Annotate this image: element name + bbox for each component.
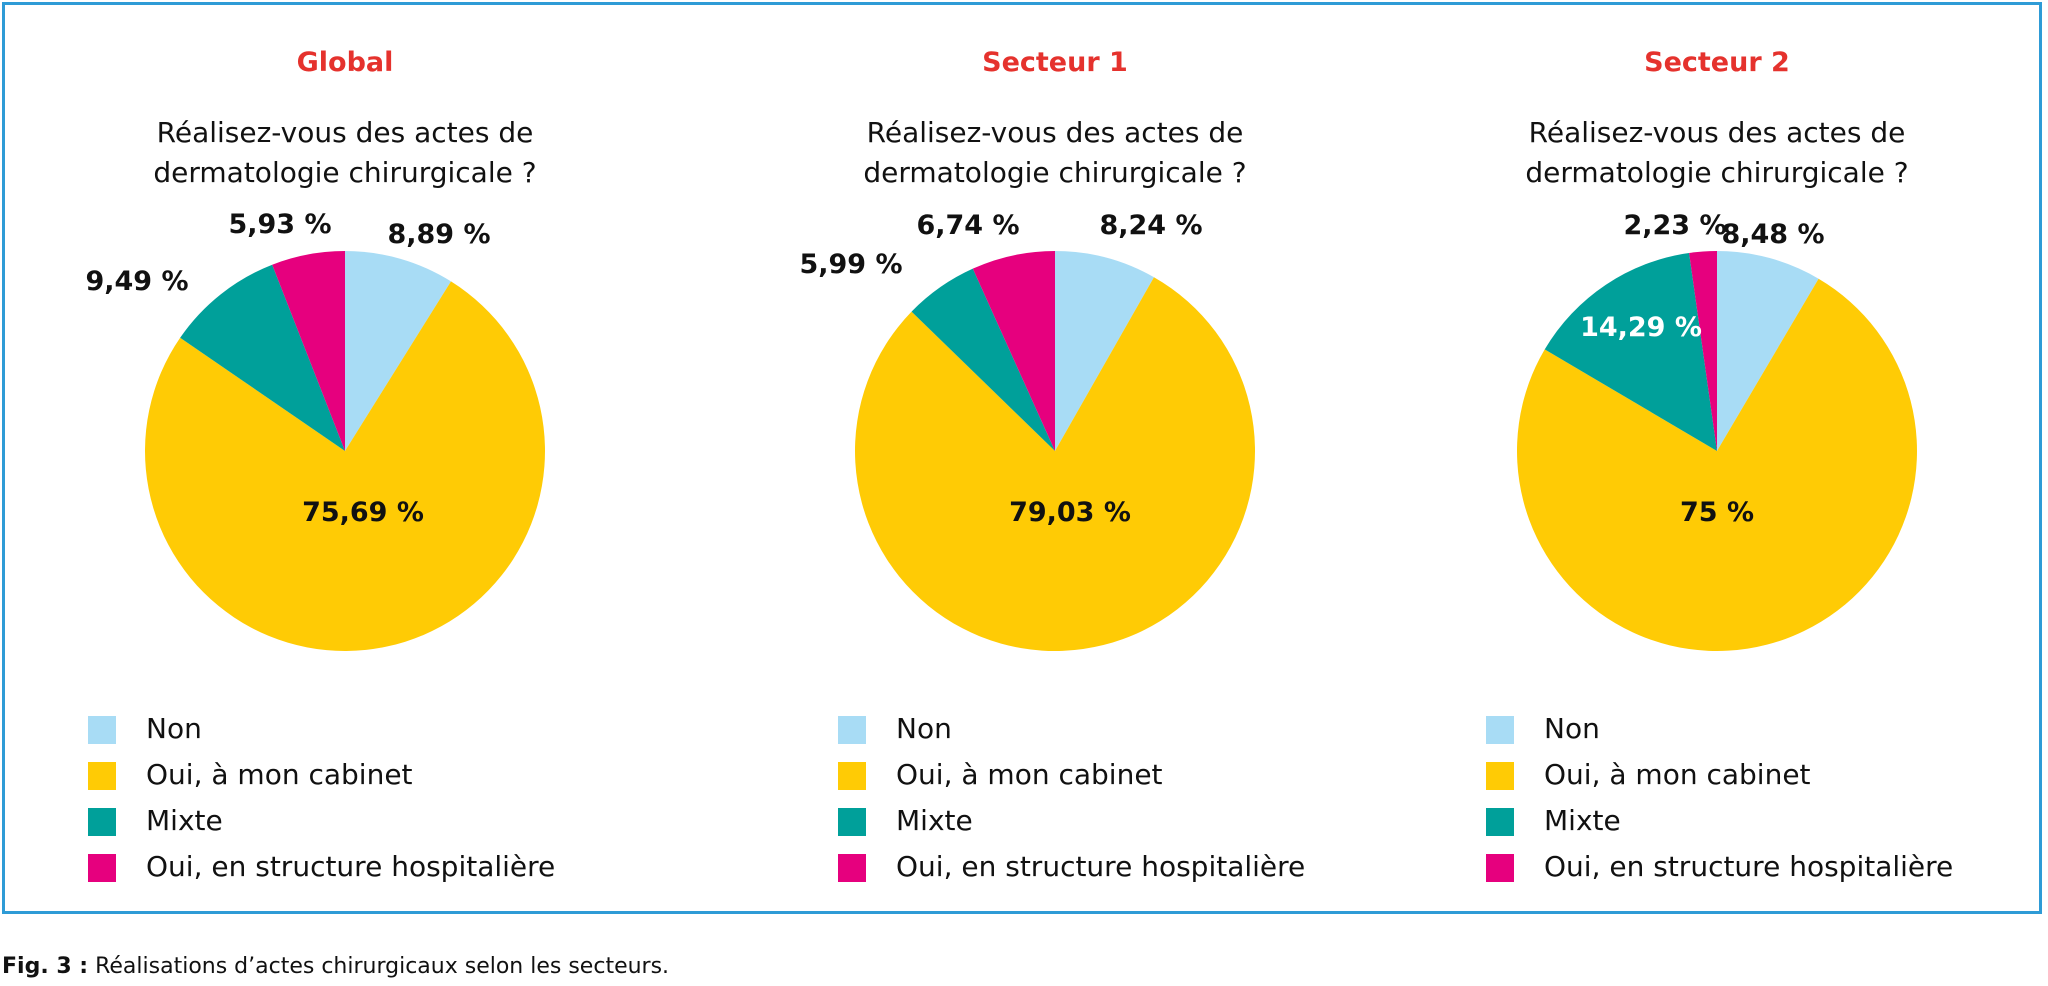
pie-data-label: 75 % <box>1680 497 1754 528</box>
legend-label: Non <box>146 708 202 750</box>
legend-swatch-oui-hospitaliere <box>838 854 866 882</box>
pie-data-label: 8,48 % <box>1721 219 1824 250</box>
chart-panel-secteur-2: Secteur 2 Réalisez-vous des actes de der… <box>1377 5 2048 911</box>
pie-data-label: 79,03 % <box>1009 497 1131 528</box>
legend-swatch-non <box>1486 716 1514 744</box>
caption-text: Réalisations d’actes chirurgicaux selon … <box>88 954 669 979</box>
legend-swatch-oui-hospitaliere <box>1486 854 1514 882</box>
legend-swatch-oui-cabinet <box>88 762 116 790</box>
pie-data-label: 6,74 % <box>916 210 1019 241</box>
pie-data-label: 75,69 % <box>302 497 424 528</box>
legend-swatch-oui-cabinet <box>1486 762 1514 790</box>
legend-label: Oui, à mon cabinet <box>896 754 1163 796</box>
legend-swatch-oui-hospitaliere <box>88 854 116 882</box>
chart-panel-global: Global Réalisez-vous des actes de dermat… <box>5 5 685 911</box>
figure-frame: Global Réalisez-vous des actes de dermat… <box>2 2 2042 914</box>
pie-data-label: 8,89 % <box>387 219 490 250</box>
pie-data-label: 9,49 % <box>85 266 188 297</box>
figure-caption: Fig. 3 : Réalisations d’actes chirurgica… <box>2 954 669 979</box>
legend-swatch-non <box>838 716 866 744</box>
legend-label: Non <box>896 708 952 750</box>
pie-data-label: 8,24 % <box>1099 210 1202 241</box>
legend-label: Mixte <box>146 800 223 842</box>
legend-label: Oui, à mon cabinet <box>146 754 413 796</box>
pie-data-label: 5,99 % <box>799 249 902 280</box>
legend-label: Mixte <box>1544 800 1621 842</box>
legend-label: Oui, en structure hospitalière <box>896 846 1305 888</box>
caption-label: Fig. 3 : <box>2 954 88 979</box>
legend-label: Non <box>1544 708 1600 750</box>
legend-swatch-non <box>88 716 116 744</box>
pie-data-label: 2,23 % <box>1623 210 1726 241</box>
legend-swatch-oui-cabinet <box>838 762 866 790</box>
legend-label: Mixte <box>896 800 973 842</box>
legend-swatch-mixte <box>88 808 116 836</box>
legend-swatch-mixte <box>838 808 866 836</box>
pie-data-label: 14,29 % <box>1580 312 1702 343</box>
legend-label: Oui, à mon cabinet <box>1544 754 1811 796</box>
pie-data-label: 5,93 % <box>228 209 331 240</box>
legend-label: Oui, en structure hospitalière <box>1544 846 1953 888</box>
legend-swatch-mixte <box>1486 808 1514 836</box>
legend-label: Oui, en structure hospitalière <box>146 846 555 888</box>
chart-panel-secteur-1: Secteur 1 Réalisez-vous des actes de der… <box>715 5 1395 911</box>
